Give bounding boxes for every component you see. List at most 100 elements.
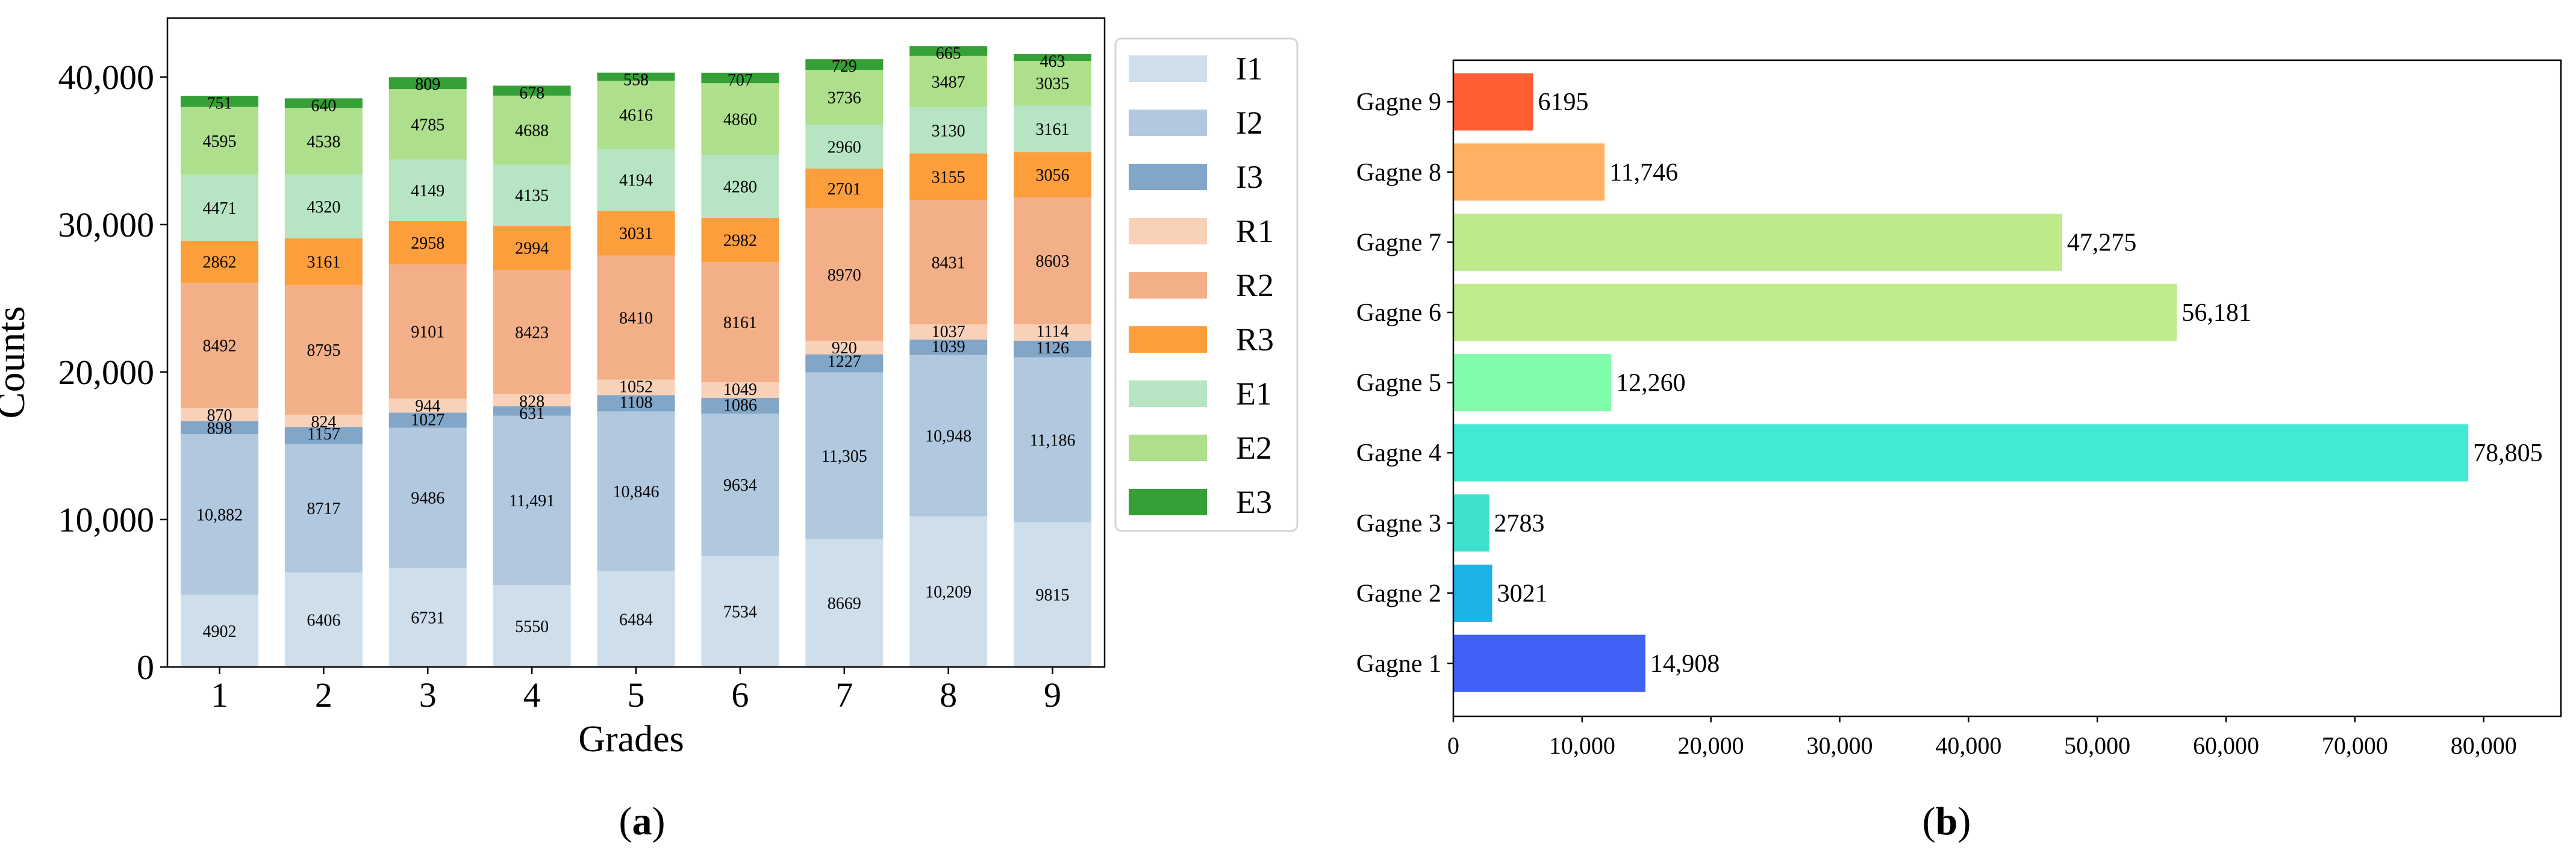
data-label: 8492 <box>202 337 236 356</box>
data-label: 2701 <box>828 180 861 199</box>
data-label: 3487 <box>932 73 965 91</box>
bar-segment <box>180 240 258 283</box>
bar-segment <box>701 83 779 155</box>
x-tick-label: 50,000 <box>2064 732 2130 759</box>
legend: I1 I2 I3 R1 R2 R3 E1 E2 E3 <box>1114 37 1299 532</box>
data-label: 11,305 <box>822 447 867 466</box>
y-tick-label: 10,000 <box>58 500 155 539</box>
bar-segment <box>701 414 779 556</box>
legend-label: R2 <box>1236 267 1274 303</box>
bar-segment <box>284 98 363 108</box>
legend-swatch <box>1129 110 1207 136</box>
data-label: 2862 <box>202 253 236 272</box>
data-label: 665 <box>936 45 961 63</box>
x-tick-label: 7 <box>835 675 853 715</box>
bar-segment <box>805 125 884 169</box>
bar-segment <box>493 164 571 226</box>
legend-swatch <box>1129 55 1207 82</box>
x-tick-label: 40,000 <box>1935 732 2001 759</box>
legend-label: I1 <box>1236 51 1263 87</box>
y-tick-label: 0 <box>137 648 154 687</box>
data-label: 10,948 <box>925 427 971 446</box>
bar-segment <box>909 324 988 340</box>
bar-segment <box>597 571 675 667</box>
x-tick-label: 70,000 <box>2322 732 2388 759</box>
data-label: 4280 <box>723 178 757 196</box>
data-label: 1037 <box>932 323 965 341</box>
legend-label: R1 <box>1236 213 1274 249</box>
bar-segment <box>493 415 571 586</box>
data-label: 9486 <box>411 489 444 508</box>
data-label: 1126 <box>1036 339 1069 358</box>
category-label: Gagne 4 <box>1356 439 1441 467</box>
bar-value-label: 6195 <box>1538 88 1588 116</box>
h-bar <box>1453 564 1492 622</box>
bar-segment <box>805 539 884 667</box>
bar-segment <box>180 96 258 107</box>
legend-label: I2 <box>1236 105 1263 141</box>
data-label: 3056 <box>1036 166 1070 185</box>
legend-swatch <box>1129 164 1207 190</box>
bar-segment <box>284 108 363 175</box>
bar-segment <box>493 406 571 416</box>
bar-segment <box>597 379 675 395</box>
bar-segment <box>597 81 675 149</box>
bar-segment <box>701 397 779 414</box>
h-bar <box>1453 424 2469 482</box>
legend-label: R3 <box>1236 321 1274 358</box>
bar-segment <box>597 395 675 412</box>
legend-label: E2 <box>1236 430 1272 466</box>
bar-segment <box>1014 340 1092 358</box>
category-label: Gagne 3 <box>1356 510 1441 538</box>
data-label: 4616 <box>619 107 653 125</box>
data-label: 3035 <box>1036 75 1070 93</box>
bar-segment <box>597 211 675 256</box>
bar-value-label: 47,275 <box>2067 229 2137 256</box>
data-label: 631 <box>519 405 544 423</box>
bar-segment <box>284 175 363 239</box>
bar-segment <box>493 95 571 165</box>
bar-segment <box>388 160 467 221</box>
data-label: 944 <box>415 397 440 415</box>
legend-swatch <box>1129 435 1207 461</box>
data-label: 3736 <box>828 89 861 108</box>
h-bar <box>1453 73 1533 131</box>
x-tick-label: 30,000 <box>1807 732 1873 759</box>
category-label: Gagne 2 <box>1356 580 1441 607</box>
data-label: 3130 <box>932 122 965 140</box>
y-tick-label: 40,000 <box>58 58 155 97</box>
data-label: 1114 <box>1037 323 1069 341</box>
h-bar <box>1453 213 2062 271</box>
data-label: 4135 <box>515 187 549 205</box>
data-label: 8431 <box>932 253 965 272</box>
y-axis-label: Counts <box>0 306 33 418</box>
bar-segment <box>701 556 779 667</box>
bar-segment <box>805 341 884 355</box>
bar-segment <box>701 155 779 219</box>
x-tick-label: 9 <box>1044 675 1061 715</box>
data-label: 10,846 <box>613 483 660 501</box>
data-label: 4860 <box>723 110 757 129</box>
bar-segment <box>180 594 258 667</box>
x-tick-label: 8 <box>940 675 957 715</box>
bar-value-label: 2783 <box>1494 510 1545 538</box>
data-label: 558 <box>623 71 649 90</box>
x-tick-label: 3 <box>419 675 437 715</box>
h-bar <box>1453 494 1489 552</box>
bar-segment <box>180 107 258 175</box>
data-label: 3031 <box>619 225 653 243</box>
data-label: 1157 <box>307 425 340 444</box>
data-label: 1027 <box>411 411 444 430</box>
data-label: 640 <box>311 96 336 115</box>
bar-segment <box>909 340 988 355</box>
bar-segment <box>909 200 988 324</box>
data-label: 828 <box>519 392 544 411</box>
data-label: 10,882 <box>196 506 243 524</box>
legend-label: E3 <box>1236 484 1272 520</box>
data-label: 2958 <box>411 234 444 253</box>
bar-segment <box>1014 522 1092 667</box>
data-label: 3161 <box>307 253 340 272</box>
bar-segment <box>388 77 467 90</box>
bar-segment <box>805 354 884 373</box>
bar-segment <box>597 255 675 380</box>
